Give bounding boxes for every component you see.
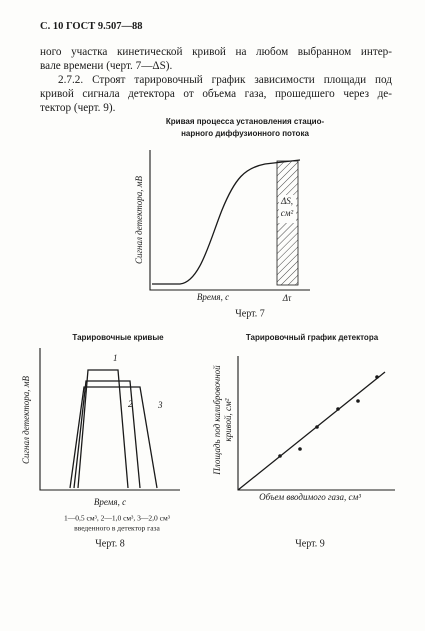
label-bg (279, 195, 296, 223)
axes (149, 150, 310, 291)
text-line: 2.7.2. Строят тарировочный график зависи… (58, 74, 392, 86)
figure-caption: Черт. 8 (95, 538, 124, 549)
y-axis-label: Площадь под калибровочной (212, 365, 222, 476)
y-axis-label: кривой, см² (223, 398, 233, 441)
curve-label: 3 (157, 400, 163, 410)
point (336, 407, 340, 411)
text-line: тектор (черт. 9). (40, 102, 116, 114)
text-line: вале времени (черт. 7—ΔS). (40, 60, 173, 72)
text-line: кривой сигнала детектора от объема газа,… (40, 88, 392, 100)
curve-3 (69, 386, 158, 489)
interval-label: Δτ (282, 293, 292, 303)
area-label: см² (281, 208, 294, 218)
figure-title: Кривая процесса установления стацио- (166, 117, 325, 126)
figure-title: нарного диффузионного потока (181, 129, 309, 138)
x-axis-label: Время, с (197, 292, 229, 302)
point (298, 447, 302, 451)
figure-title: Тарировочный график детектора (246, 333, 379, 342)
point (315, 425, 319, 429)
point (356, 399, 360, 403)
text-line: ного участка кинетической кривой на любо… (40, 46, 392, 58)
curve-2 (73, 380, 141, 489)
curve (152, 159, 301, 285)
x-axis-label: Объем вводимого газа, см³ (259, 492, 361, 502)
point (278, 454, 282, 458)
point (375, 375, 379, 379)
page-header: С. 10 ГОСТ 9.507—88 (40, 21, 143, 32)
data-points (278, 375, 379, 458)
y-axis-label: Сигнал детектора, мВ (134, 175, 144, 264)
curve-1 (77, 369, 129, 489)
figure-caption: Черт. 9 (295, 538, 324, 549)
axes (39, 348, 180, 491)
figure-caption: Черт. 7 (235, 308, 264, 319)
curve-label: 1 (113, 353, 118, 363)
x-axis-label: Время, с (94, 497, 126, 507)
axes (237, 356, 395, 491)
curve-label: 2 (128, 399, 133, 409)
figure-title: Тарировочные кривые (72, 333, 164, 342)
y-axis-label: Сигнал детектора, мВ (21, 375, 31, 464)
trend-line (237, 371, 386, 491)
legend-line: 1—0,5 см³, 2—1,0 см³, 3—2,0 см³ (64, 514, 171, 523)
legend-line: введенного в детектор газа (74, 524, 160, 533)
area-label: ΔS, (280, 196, 293, 206)
